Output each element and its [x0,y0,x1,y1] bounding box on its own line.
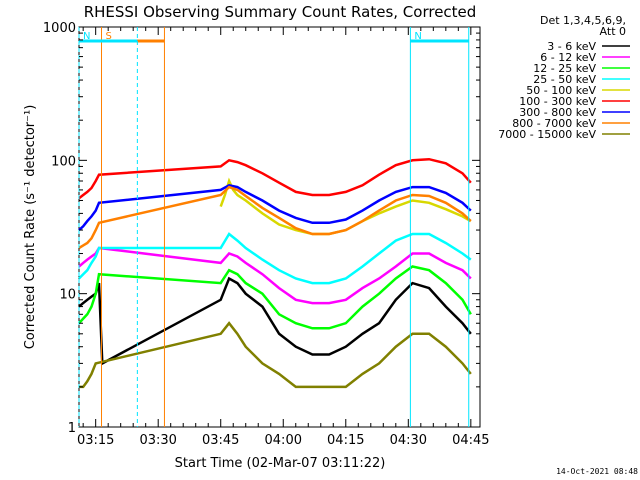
y-tick-label: 100 [51,154,76,169]
series-line-5 [78,157,472,200]
legend-header: Det 1,3,4,5,6,9, [540,14,626,27]
chart-title: RHESSI Observing Summary Count Rates, Co… [84,3,477,21]
x-tick-label: 03:15 [77,433,114,448]
legend-entry-label: 25 - 50 keV [533,73,596,86]
annotation-layer: SN N [78,27,470,427]
x-tick-label: 03:30 [139,433,176,448]
legend-entry-label: 3 - 6 keV [547,40,596,53]
series-layer [78,157,472,389]
legend-entry-label: 800 - 7000 keV [512,117,596,130]
y-axis-label: Corrected Count Rate (s⁻¹ detector⁻¹) [23,105,38,350]
annotation-label: N [414,31,421,42]
annotation-label: S [106,31,112,42]
legend-entry-label: 100 - 300 keV [519,95,596,108]
axes-layer: 1 10 100 1000 03:15 03:30 03:45 04:00 04:15 04:30… [43,21,490,448]
series-line-8 [79,321,472,389]
y-tick-label: 10 [59,288,76,303]
series-line-1 [78,246,472,305]
x-tick-label: 03:45 [202,433,239,448]
legend-entry-label: 7000 - 15000 keV [498,128,596,141]
annotation-label: N [83,31,90,42]
x-tick-label: 04:00 [265,433,302,448]
legend-entry-label: 50 - 100 keV [526,84,596,97]
series-line-7 [78,185,472,250]
series-line-2 [78,265,472,330]
legend-entry-label: 6 - 12 keV [540,51,596,64]
x-tick-label: 04:45 [452,433,489,448]
legend-entry-label: 12 - 25 keV [533,62,596,75]
series-line-3 [78,232,472,285]
x-tick-label: 04:15 [327,433,364,448]
x-axis-label: Start Time (02-Mar-07 03:11:22) [175,456,386,471]
generation-timestamp: 14-Oct-2021 08:48 [556,467,638,476]
x-tick-label: 04:30 [390,433,427,448]
y-tick-label: 1000 [43,21,76,36]
plot-area [78,26,481,428]
legend-entry-label: 300 - 800 keV [519,106,596,119]
series-line-6 [78,183,472,232]
legend-header: Att 0 [600,25,626,38]
y-tick-label: 1 [68,421,76,436]
